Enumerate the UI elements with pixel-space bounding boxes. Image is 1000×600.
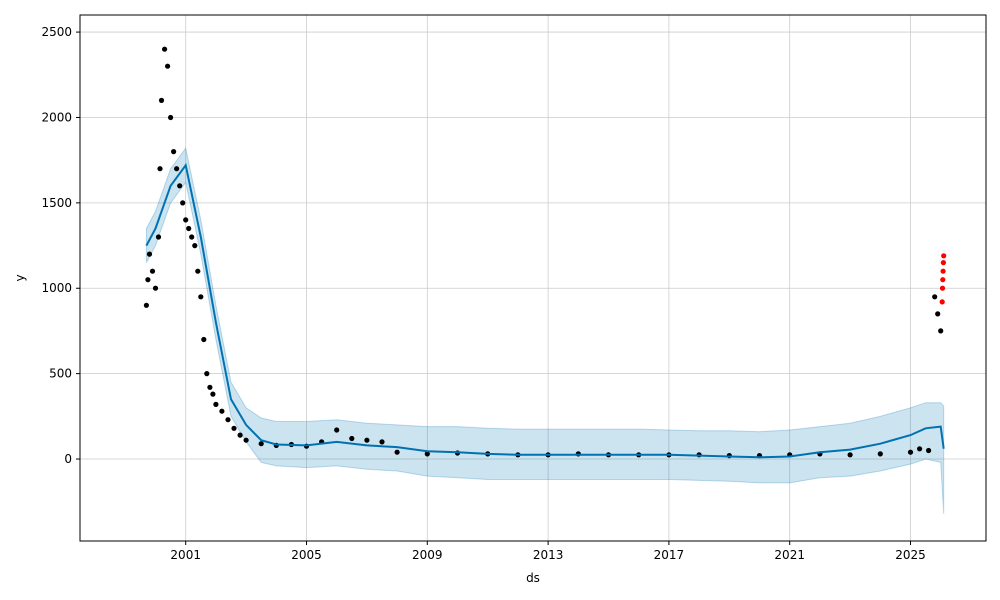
observed-point: [237, 432, 243, 438]
observed-point: [907, 449, 914, 455]
observed-point: [146, 251, 153, 257]
observed-point: [165, 63, 171, 69]
x-tick-label: 2001: [170, 548, 201, 562]
observed-point: [143, 302, 149, 308]
observed-point: [379, 439, 385, 445]
observed-point: [424, 451, 430, 457]
observed-point: [174, 166, 180, 172]
y-tick-label: 1500: [41, 196, 72, 210]
observed-point: [938, 328, 944, 334]
y-tick-label: 2000: [41, 110, 72, 124]
x-axis-label: ds: [526, 571, 540, 585]
y-tick-label: 500: [49, 367, 72, 381]
y-tick-label: 0: [64, 452, 72, 466]
y-tick-label: 1000: [41, 281, 72, 295]
x-tick-label: 2017: [654, 548, 685, 562]
observed-point: [349, 435, 355, 442]
x-tick-label: 2021: [774, 548, 805, 562]
plot-frame: [79, 14, 987, 542]
observed-point: [213, 401, 219, 407]
observed-point: [258, 441, 264, 447]
highlight-point: [939, 299, 945, 305]
observed-point: [152, 285, 159, 291]
highlight-point: [940, 268, 946, 274]
x-tick-label: 2005: [291, 548, 322, 562]
observed-point: [207, 384, 213, 390]
observed-point: [932, 294, 938, 300]
y-tick-label: 2500: [41, 25, 72, 39]
y-axis-ticks: 0 500 1000 1500 2000 2500: [41, 25, 80, 466]
observed-point: [219, 408, 225, 414]
observed-point: [183, 217, 189, 223]
x-tick-label: 2013: [533, 548, 564, 562]
y-axis-label: y: [13, 274, 27, 281]
observed-point: [926, 447, 932, 454]
observed-point: [204, 371, 210, 377]
observed-point: [192, 243, 198, 249]
observed-point: [847, 452, 853, 458]
observed-point: [243, 437, 249, 443]
observed-point: [225, 417, 231, 423]
x-axis-ticks: 2001 2005 2009 2013 2017 2021 2025: [170, 541, 926, 562]
observed-point: [171, 149, 177, 155]
observed-point: [201, 336, 207, 343]
observed-point: [168, 114, 174, 121]
observed-point: [935, 311, 941, 317]
observed-point: [157, 166, 163, 172]
observed-point: [162, 46, 168, 52]
observed-point: [198, 294, 204, 300]
observed-point: [394, 449, 400, 455]
plot-background: [80, 15, 986, 541]
highlight-point: [939, 285, 946, 291]
observed-point: [158, 97, 165, 103]
uncertainty-band: [145, 147, 945, 514]
observed-point: [186, 225, 192, 232]
highlight-point: [940, 260, 947, 266]
observed-point: [145, 277, 151, 283]
x-tick-label: 2009: [412, 548, 443, 562]
observed-point: [231, 425, 237, 431]
observed-point: [917, 446, 923, 452]
highlight-point: [940, 277, 946, 283]
observed-point: [195, 268, 201, 274]
observed-point: [334, 427, 340, 433]
observed-point: [210, 391, 216, 397]
highlight-point: [941, 253, 947, 259]
x-tick-label: 2025: [895, 548, 926, 562]
grid: [80, 15, 986, 541]
observed-point: [877, 451, 883, 457]
forecast-line: [145, 162, 945, 459]
observed-point: [180, 200, 186, 206]
observed-point: [149, 268, 156, 274]
observed-point: [155, 234, 162, 240]
observed-point: [177, 183, 183, 189]
observed-point: [189, 234, 195, 240]
observed-point: [364, 437, 370, 443]
